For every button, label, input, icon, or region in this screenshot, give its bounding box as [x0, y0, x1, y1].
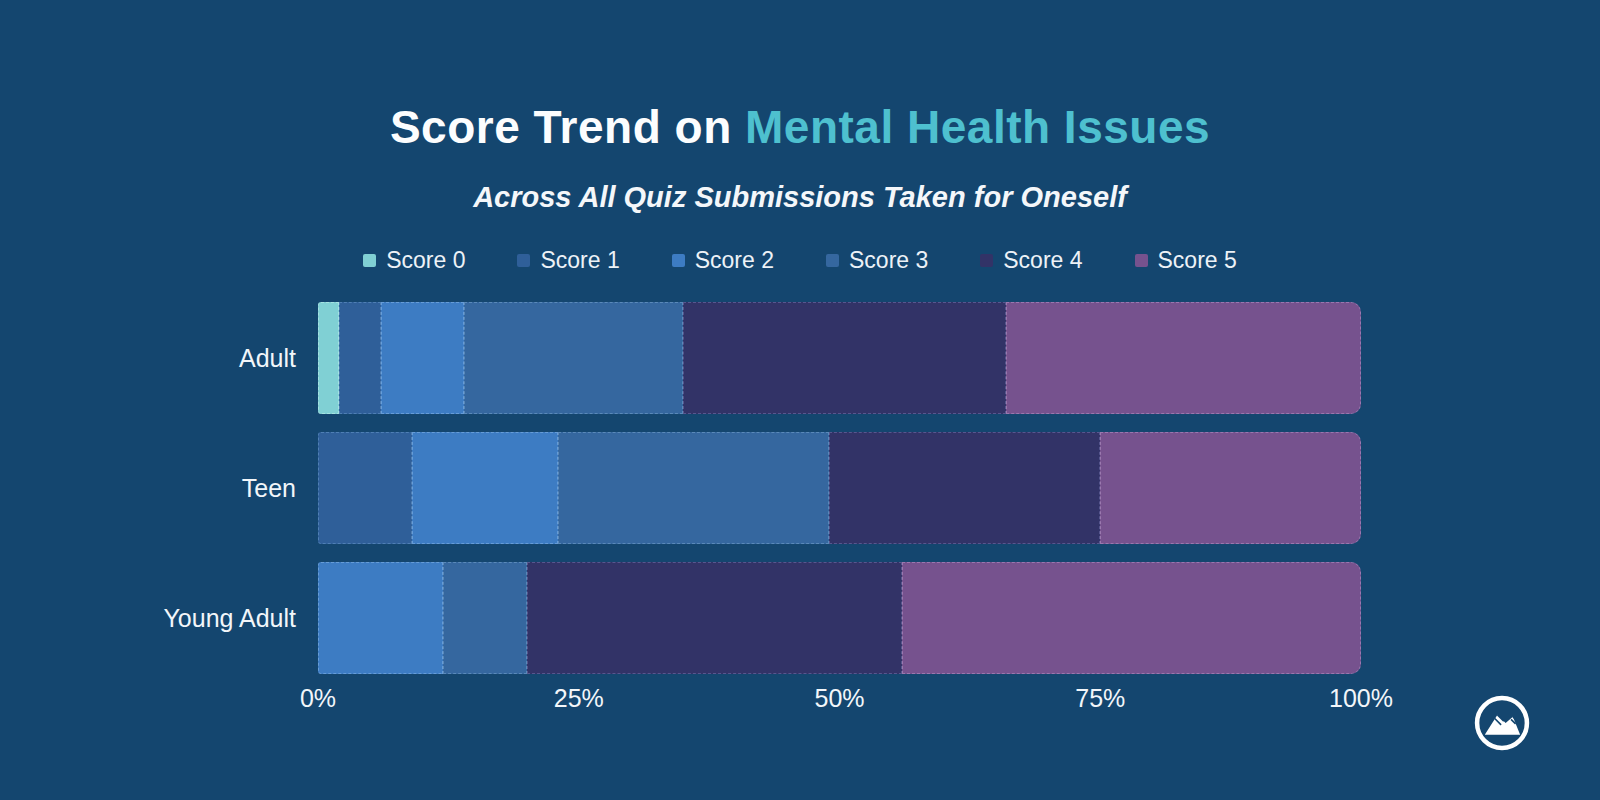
bar-label: Adult: [0, 344, 318, 373]
x-axis: 0%25%50%75%100%: [318, 684, 1361, 714]
bar-label: Teen: [0, 474, 318, 503]
mountain-circle-logo-icon: [1473, 694, 1531, 752]
legend-label: Score 2: [695, 249, 774, 272]
legend-swatch-icon: [363, 254, 376, 267]
legend-item: Score 4: [980, 249, 1082, 272]
bar-segment: [318, 432, 412, 544]
title-part-main: Score Trend on: [390, 101, 745, 153]
bar-segment: [683, 302, 1006, 414]
legend-label: Score 0: [386, 249, 465, 272]
bar-segment: [381, 302, 464, 414]
bar-segment: [829, 432, 1100, 544]
bar-track: [318, 302, 1361, 414]
bar-segment: [464, 302, 683, 414]
legend-swatch-icon: [672, 254, 685, 267]
bar-segment: [902, 562, 1361, 674]
x-axis-tick: 75%: [1075, 684, 1125, 713]
legend-label: Score 3: [849, 249, 928, 272]
legend-swatch-icon: [517, 254, 530, 267]
x-axis-tick: 50%: [814, 684, 864, 713]
bar-segment: [318, 562, 443, 674]
bar-segment: [412, 432, 558, 544]
page-title: Score Trend on Mental Health Issues: [0, 104, 1600, 150]
legend-item: Score 5: [1135, 249, 1237, 272]
chart-legend: Score 0 Score 1 Score 2 Score 3 Score 4 Score…: [0, 248, 1600, 272]
bar-segment: [339, 302, 381, 414]
bar-track: [318, 562, 1361, 674]
legend-item: Score 1: [517, 249, 619, 272]
bar-segment: [318, 302, 339, 414]
bar-track: [318, 432, 1361, 544]
legend-label: Score 1: [540, 249, 619, 272]
legend-item: Score 3: [826, 249, 928, 272]
legend-label: Score 4: [1003, 249, 1082, 272]
x-axis-tick: 100%: [1329, 684, 1393, 713]
legend-item: Score 2: [672, 249, 774, 272]
x-axis-tick: 25%: [554, 684, 604, 713]
bar-row: Teen: [0, 432, 1600, 544]
legend-item: Score 0: [363, 249, 465, 272]
legend-swatch-icon: [826, 254, 839, 267]
page-subtitle: Across All Quiz Submissions Taken for On…: [0, 183, 1600, 212]
bar-segment: [558, 432, 829, 544]
legend-swatch-icon: [1135, 254, 1148, 267]
legend-label: Score 5: [1158, 249, 1237, 272]
bar-segment: [527, 562, 902, 674]
title-part-accent: Mental Health Issues: [745, 101, 1210, 153]
bar-segment: [1100, 432, 1361, 544]
chart-rows: Adult Teen Young Adult: [0, 302, 1600, 674]
x-axis-tick: 0%: [300, 684, 336, 713]
legend-swatch-icon: [980, 254, 993, 267]
bar-segment: [1006, 302, 1361, 414]
chart-canvas: Score Trend on Mental Health Issues Acro…: [0, 0, 1600, 800]
bar-label: Young Adult: [0, 604, 318, 633]
bar-row: Young Adult: [0, 562, 1600, 674]
bar-segment: [443, 562, 526, 674]
bar-row: Adult: [0, 302, 1600, 414]
